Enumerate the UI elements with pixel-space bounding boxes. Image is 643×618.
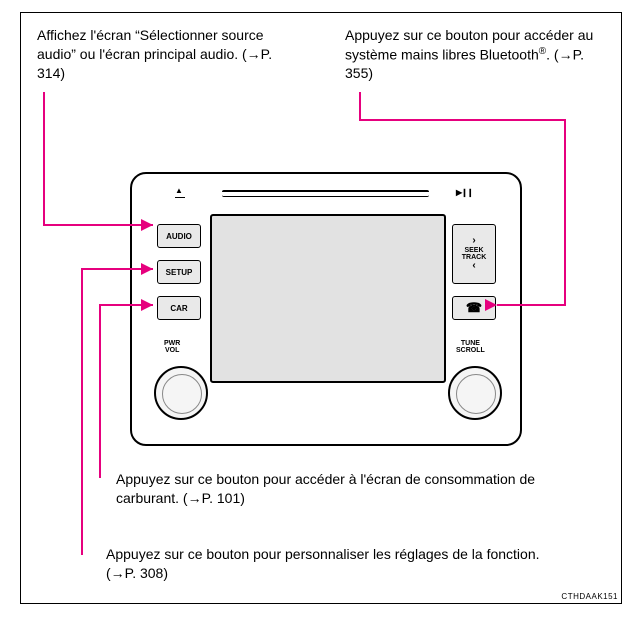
pwr-vol-label: PWRVOL xyxy=(164,340,180,355)
eject-icon: ▲ xyxy=(175,186,183,195)
setup-button[interactable]: SETUP xyxy=(157,260,201,284)
pwr-vol-knob[interactable] xyxy=(154,366,208,420)
radio-unit: ▲ ▶❙❙ PWRVOL TUNESCROLL AUDIO SETUP CAR ›SE… xyxy=(130,172,522,446)
seek-track-button[interactable]: ›SEEKTRACK‹ xyxy=(452,224,496,284)
page: Affichez l'écran “Sélectionner source au… xyxy=(0,0,643,618)
tune-scroll-label: TUNESCROLL xyxy=(456,340,485,355)
audio-button[interactable]: AUDIO xyxy=(157,224,201,248)
eject-underline xyxy=(175,197,185,198)
figure-id: CTHDAAK151 xyxy=(561,592,618,601)
caption-bluetooth: Appuyez sur ce bouton pour accéder au sy… xyxy=(345,26,600,83)
caption-settings: Appuyez sur ce bouton pour personnaliser… xyxy=(106,545,546,583)
caption-audio-screen: Affichez l'écran “Sélectionner source au… xyxy=(37,26,287,83)
tune-scroll-knob[interactable] xyxy=(448,366,502,420)
display-screen xyxy=(210,214,446,383)
play-pause-icon: ▶❙❙ xyxy=(456,188,473,197)
car-button[interactable]: CAR xyxy=(157,296,201,320)
caption-fuel: Appuyez sur ce bouton pour accéder à l'é… xyxy=(116,470,546,508)
phone-button[interactable]: ☎ xyxy=(452,296,496,320)
